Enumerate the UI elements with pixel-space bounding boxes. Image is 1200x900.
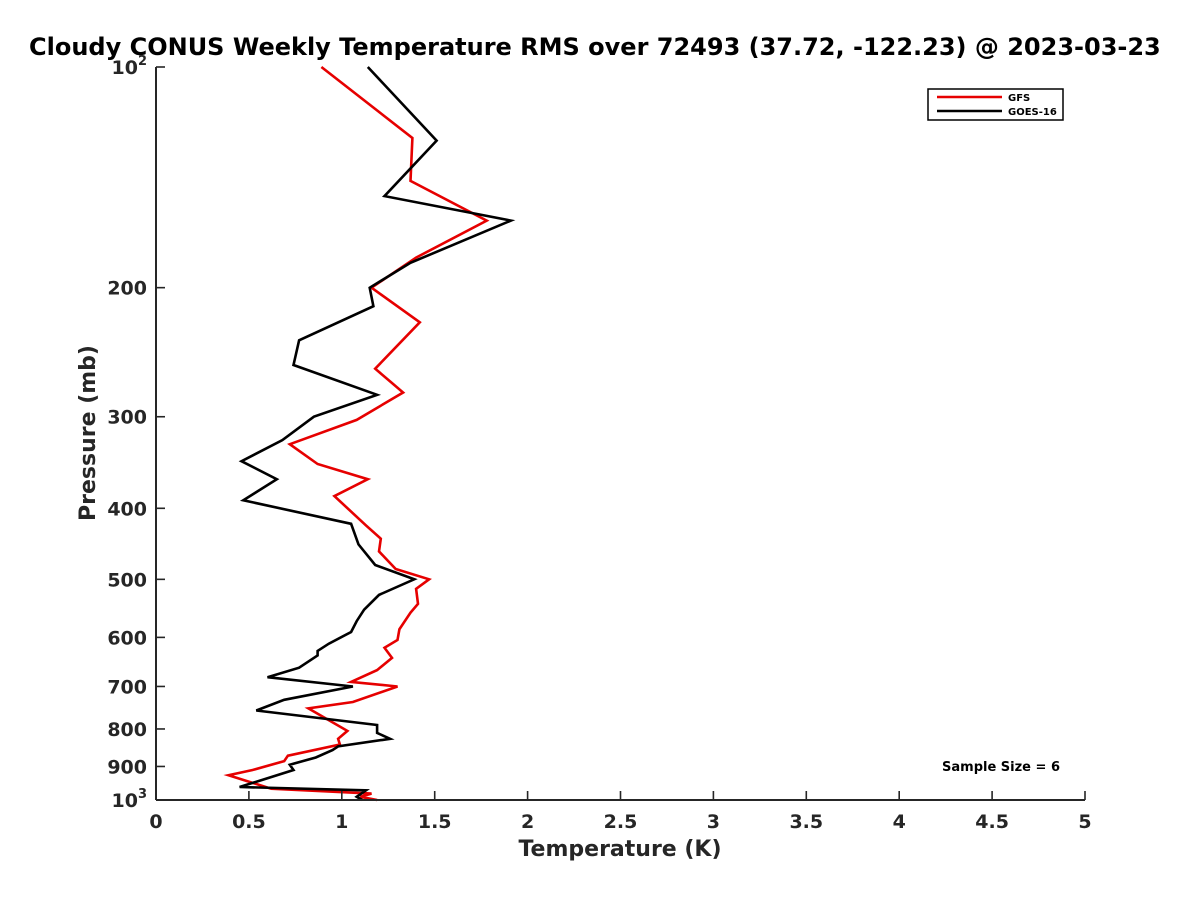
y-tick-label: 300	[107, 407, 147, 429]
legend-entry-goes-16: GOES-16	[1008, 107, 1057, 118]
y-tick-label: 900	[107, 756, 147, 778]
x-tick-label: 1	[335, 811, 348, 833]
x-tick-label: 2	[521, 811, 534, 833]
y-tick-label: 500	[107, 569, 147, 591]
y-tick-label: 200	[107, 278, 147, 300]
y-tick-label: 800	[107, 719, 147, 741]
chart-title: Cloudy CONUS Weekly Temperature RMS over…	[29, 33, 1161, 61]
x-tick-label: 0	[149, 811, 162, 833]
x-tick-label: 4	[893, 811, 906, 833]
x-axis-label: Temperature (K)	[518, 837, 721, 862]
series-lines	[223, 65, 516, 802]
x-tick-label: 4.5	[975, 811, 1009, 833]
y-tick-label: 600	[107, 627, 147, 649]
x-tick-label: 5	[1078, 811, 1091, 833]
x-tick-label: 1.5	[418, 811, 452, 833]
series-line-gfs	[223, 65, 490, 802]
y-axis-label: Pressure (mb)	[76, 345, 101, 521]
x-tick-label: 3	[707, 811, 720, 833]
y-tick-label: 700	[107, 676, 147, 698]
legend-box	[927, 88, 1064, 121]
legend: GFS GOES-16	[927, 88, 1064, 121]
legend-entry-gfs: GFS	[1008, 93, 1030, 104]
y-axis-ticks: 102 200 300 400 500 600 700 800 900 103	[107, 54, 165, 812]
x-tick-label: 2.5	[604, 811, 638, 833]
sample-size-annotation: Sample Size = 6	[942, 760, 1060, 775]
y-tick-label: 103	[112, 787, 148, 812]
x-tick-label: 3.5	[789, 811, 823, 833]
y-tick-label: 102	[112, 54, 148, 79]
x-tick-label: 0.5	[232, 811, 266, 833]
y-tick-label: 400	[107, 498, 147, 520]
series-line-goes-16	[238, 66, 516, 802]
x-axis-ticks: 0 0.5 1 1.5 2 2.5 3 3.5 4 4.5 5	[149, 791, 1092, 833]
